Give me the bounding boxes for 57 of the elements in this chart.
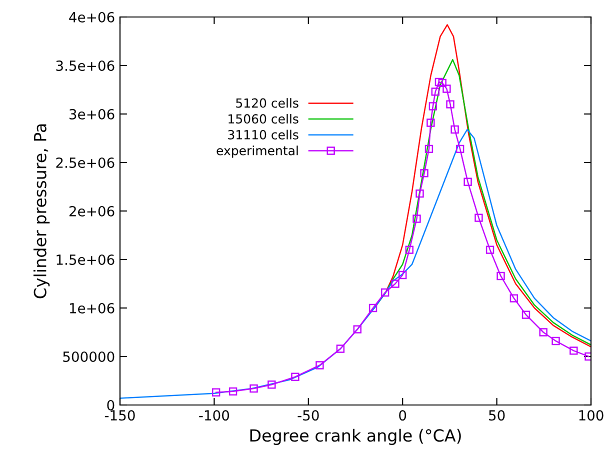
point bbox=[268, 380, 276, 389]
line-series bbox=[120, 128, 591, 399]
legend-label: experimental bbox=[216, 146, 298, 158]
point bbox=[426, 118, 435, 127]
point bbox=[368, 304, 378, 312]
point bbox=[420, 169, 428, 178]
point bbox=[434, 78, 444, 86]
point bbox=[450, 125, 459, 134]
point bbox=[552, 336, 560, 346]
point bbox=[522, 310, 530, 319]
point bbox=[316, 361, 324, 370]
point bbox=[405, 246, 414, 254]
point bbox=[474, 214, 483, 222]
y-tick-label: 2.5e+06 bbox=[56, 157, 114, 168]
x-tick-label: -100 bbox=[199, 410, 230, 421]
point bbox=[228, 387, 238, 396]
point bbox=[212, 388, 220, 396]
point bbox=[446, 100, 454, 108]
point bbox=[416, 189, 424, 198]
y-tick-label: 500000 bbox=[63, 351, 114, 362]
x-tick-label: 0 bbox=[399, 410, 406, 421]
point bbox=[424, 144, 434, 154]
point bbox=[438, 78, 446, 88]
point bbox=[510, 294, 518, 302]
x-tick-label: 50 bbox=[489, 410, 505, 421]
y-tick-label: 3.5e+06 bbox=[56, 60, 114, 71]
y-tick-label: 2e+06 bbox=[69, 206, 114, 216]
legend-label: 15060 cells bbox=[228, 114, 298, 124]
point bbox=[380, 288, 390, 297]
point bbox=[291, 372, 300, 381]
point bbox=[250, 384, 258, 393]
point bbox=[428, 102, 438, 110]
point bbox=[456, 144, 464, 154]
x-tick-label: -50 bbox=[298, 410, 319, 421]
x-tick-label: -150 bbox=[104, 410, 135, 421]
point bbox=[431, 88, 440, 96]
y-tick-label: 0 bbox=[107, 400, 114, 410]
point bbox=[486, 246, 494, 254]
y-tick-label: 1e+06 bbox=[70, 302, 114, 314]
point bbox=[570, 346, 578, 355]
point bbox=[496, 272, 505, 280]
legend-label: 5120 cells bbox=[236, 98, 298, 108]
point bbox=[464, 178, 472, 186]
y-tick-label: 3e+06 bbox=[70, 108, 114, 120]
y-tick-label: 4e+06 bbox=[69, 12, 114, 22]
point bbox=[398, 270, 407, 280]
point bbox=[539, 328, 548, 336]
x-axis-title: Degree crank angle (°CA) bbox=[250, 428, 461, 445]
x-tick-label: 100 bbox=[579, 410, 604, 421]
point bbox=[336, 344, 345, 353]
point bbox=[412, 214, 421, 223]
y-axis-title: Cylinder pressure, Pa bbox=[34, 124, 50, 298]
point bbox=[442, 84, 451, 93]
y-tick-label: 1.5e+06 bbox=[56, 254, 114, 265]
legend-label: 31110 cells bbox=[228, 130, 298, 140]
point bbox=[353, 325, 362, 334]
point bbox=[391, 280, 400, 288]
